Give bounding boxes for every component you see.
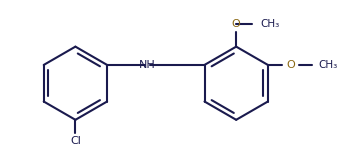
Text: O: O [232, 19, 240, 29]
Text: CH₃: CH₃ [318, 60, 337, 70]
Text: Cl: Cl [70, 136, 81, 146]
Text: NH: NH [139, 60, 156, 70]
Text: CH₃: CH₃ [260, 19, 280, 29]
Text: O: O [287, 60, 295, 70]
